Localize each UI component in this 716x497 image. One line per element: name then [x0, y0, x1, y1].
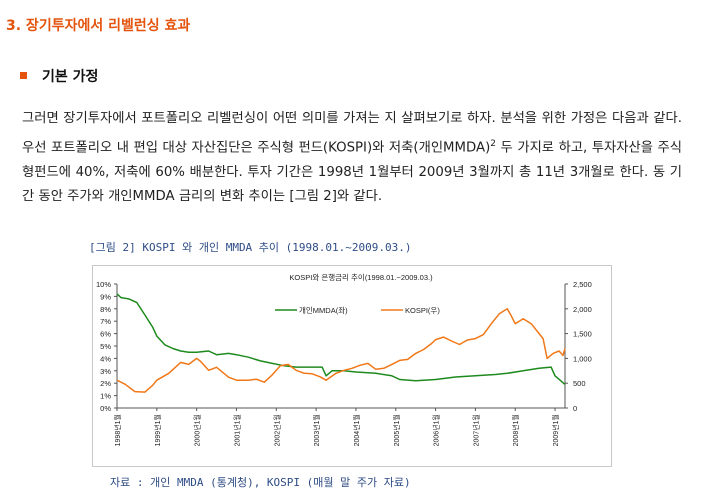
right-tick-label: 0: [573, 404, 577, 413]
figure-caption: [그림 2] KOSPI 와 개인 MMDA 추이 (1998.01.~2009…: [89, 241, 412, 254]
right-tick-label: 1,000: [573, 354, 592, 363]
left-tick-label: 3%: [100, 367, 111, 376]
square-bullet-icon: [20, 72, 27, 79]
right-tick-label: 1,500: [573, 330, 592, 339]
kospi-series-line: [116, 308, 566, 393]
x-tick-label: 2003년1월: [312, 414, 321, 446]
source-note: 자료 : 개인 MMDA (통계청), KOSPI (매월 말 주가 자료): [110, 476, 411, 489]
paragraph-text-2: 두 가지로 하고, 투자자산을 주식형펀드에 40%, 저축에 60% 배분한다…: [22, 140, 682, 205]
right-tick-label: 2,500: [573, 280, 592, 289]
x-tick-label: 2006년1월: [432, 414, 441, 446]
mmda-series-line: [116, 293, 566, 385]
kospi-mmda-line-chart: 10% 9% 8% 7% 6% 5% 4% 3% 2% 1% 0% 2,500 2,000 1,500 1,…: [96, 272, 592, 446]
x-tick-label: 1998년1월: [113, 414, 122, 446]
left-tick-label: 0%: [100, 404, 111, 413]
left-tick-label: 5%: [100, 342, 111, 351]
x-tick-label: 2004년1월: [352, 414, 361, 446]
left-tick-label: 2%: [100, 379, 111, 388]
left-tick-label: 4%: [100, 354, 111, 363]
left-tick-label: 7%: [100, 317, 111, 326]
legend-label: KOSPI(우): [405, 306, 440, 315]
section-title: 3. 장기투자에서 리벨런싱 효과: [6, 18, 191, 34]
left-tick-label: 9%: [100, 292, 111, 301]
x-tick-label: 2007년1월: [471, 414, 480, 446]
right-tick-label: 500: [573, 379, 586, 388]
sub-heading: 기본 가정: [20, 66, 98, 86]
x-tick-label: 2002년1월: [272, 414, 281, 446]
x-tick-label: 2009년1월: [551, 414, 560, 446]
chart-title: KOSPI와 은행금리 추이(1998.01.~2009.03.): [289, 272, 433, 282]
x-tick-label: 2005년1월: [392, 414, 401, 446]
left-tick-label: 8%: [100, 305, 111, 314]
x-tick-label: 2000년1월: [193, 414, 202, 446]
footnote-mark: 2: [490, 138, 497, 149]
left-tick-label: 6%: [100, 330, 111, 339]
body-paragraph: 그러면 장기투자에서 포트폴리오 리벨런싱이 어떤 의미를 가져는 지 살펴보기…: [22, 107, 682, 210]
chart-frame: 10% 9% 8% 7% 6% 5% 4% 3% 2% 1% 0% 2,500 2,000 1,500 1,…: [92, 265, 612, 467]
x-tick-label: 1999년1월: [153, 414, 162, 446]
sub-heading-text: 기본 가정: [42, 69, 99, 85]
legend-label: 개인MMDA(좌): [299, 305, 348, 315]
left-tick-label: 10%: [96, 280, 111, 289]
x-tick-label: 2001년1월: [232, 414, 241, 446]
right-tick-label: 2,000: [573, 305, 592, 314]
x-tick-label: 2008년1월: [511, 414, 520, 446]
left-tick-label: 1%: [100, 392, 111, 401]
paragraph-text-1: 그러면 장기투자에서 포트폴리오 리벨런싱이 어떤 의미를 가져는 지 살펴보기…: [22, 111, 682, 156]
